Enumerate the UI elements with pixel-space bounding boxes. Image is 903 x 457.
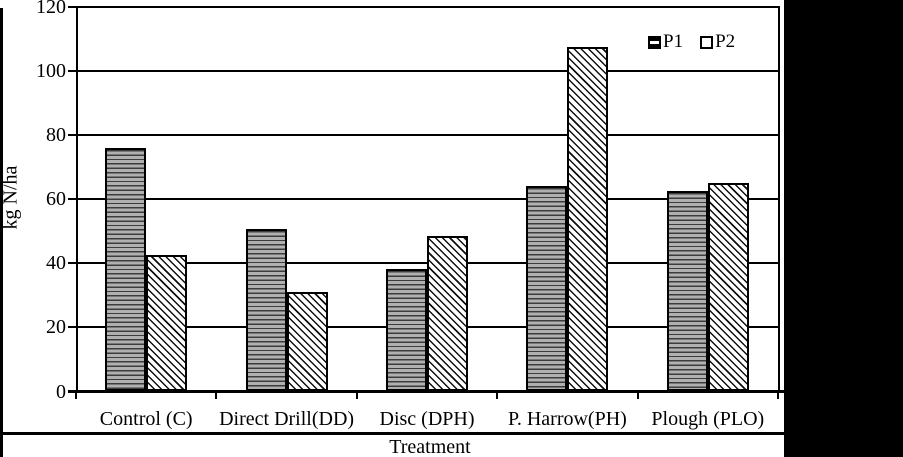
gridline [76, 134, 780, 137]
left-edge-strip [0, 8, 3, 457]
bar-p2-control-c [146, 254, 188, 391]
right-black-band [784, 0, 903, 457]
x-tick-mark [496, 392, 499, 399]
y-tick-mark [68, 134, 76, 137]
plot-top-border [76, 6, 780, 8]
x-axis-title: Treatment [389, 436, 471, 457]
bar-p2-plough-plo [707, 182, 749, 391]
y-tick-label: 120 [36, 0, 66, 18]
y-tick-label: 60 [46, 188, 66, 211]
bar-p2-direct-drill-dd [286, 291, 328, 391]
category-label: Plough (PLO) [651, 408, 765, 430]
legend: P1 P2 [648, 31, 735, 53]
y-tick-mark [68, 262, 76, 265]
y-tick-label: 20 [46, 316, 66, 339]
bar-p1-control-c [105, 147, 147, 391]
x-tick-mark [75, 392, 77, 399]
legend-label-p2: P2 [715, 31, 736, 52]
y-tick-mark [68, 326, 76, 329]
legend-swatch-p2-icon [700, 35, 714, 49]
category-label: P. Harrow(PH) [507, 408, 627, 430]
bar-p1-disc-dph [386, 269, 427, 391]
gridline [76, 70, 780, 73]
figure-bottom-rule [0, 432, 784, 435]
y-tick-mark [68, 390, 76, 393]
y-tick-mark [68, 198, 76, 201]
legend-swatch-p1-icon [648, 35, 661, 49]
y-tick-label: 80 [46, 124, 66, 147]
x-tick-mark [777, 392, 779, 399]
x-tick-mark [355, 392, 358, 399]
bar-p1-plough-plo [666, 190, 708, 391]
category-label: Control (C) [99, 408, 193, 430]
category-label: Direct Drill(DD) [219, 408, 355, 430]
x-tick-mark [636, 392, 639, 399]
legend-item-p2: P2 [700, 31, 735, 53]
bar-p1-p-harrow-ph [526, 185, 568, 391]
y-tick-label: 100 [36, 60, 66, 83]
bar-p2-disc-dph [427, 235, 468, 391]
y-tick-label: 40 [46, 252, 66, 275]
category-label: Disc (DPH) [379, 408, 475, 430]
y-tick-label: 0 [56, 380, 66, 403]
legend-label-p1: P1 [663, 31, 684, 52]
legend-item-p1: P1 [648, 31, 683, 53]
y-tick-mark [68, 70, 76, 73]
y-tick-mark [68, 6, 76, 8]
bar-p2-p-harrow-ph [567, 46, 609, 391]
y-axis-title: kg N/ha [0, 165, 22, 230]
x-axis-line [68, 390, 784, 393]
bar-p1-direct-drill-dd [245, 229, 287, 391]
gridline [76, 198, 780, 201]
x-tick-mark [215, 392, 218, 399]
